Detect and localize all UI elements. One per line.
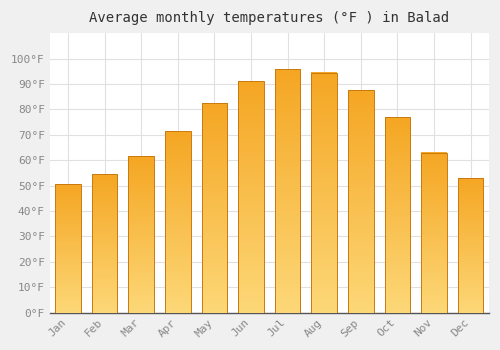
Bar xyxy=(128,156,154,313)
Bar xyxy=(55,184,81,313)
Bar xyxy=(384,117,410,313)
Bar xyxy=(458,178,483,313)
Bar xyxy=(55,184,81,313)
Bar xyxy=(312,72,337,313)
Title: Average monthly temperatures (°F ) in Balad: Average monthly temperatures (°F ) in Ba… xyxy=(89,11,450,25)
Bar xyxy=(128,156,154,313)
Bar xyxy=(275,69,300,313)
Bar xyxy=(202,103,227,313)
Bar xyxy=(384,117,410,313)
Bar xyxy=(348,90,374,313)
Bar xyxy=(238,82,264,313)
Bar xyxy=(165,131,190,313)
Bar xyxy=(92,174,118,313)
Bar xyxy=(238,82,264,313)
Bar xyxy=(421,153,447,313)
Bar xyxy=(458,178,483,313)
Bar xyxy=(92,174,118,313)
Bar xyxy=(202,103,227,313)
Bar xyxy=(165,131,190,313)
Bar xyxy=(312,72,337,313)
Bar xyxy=(348,90,374,313)
Bar xyxy=(275,69,300,313)
Bar xyxy=(421,153,447,313)
